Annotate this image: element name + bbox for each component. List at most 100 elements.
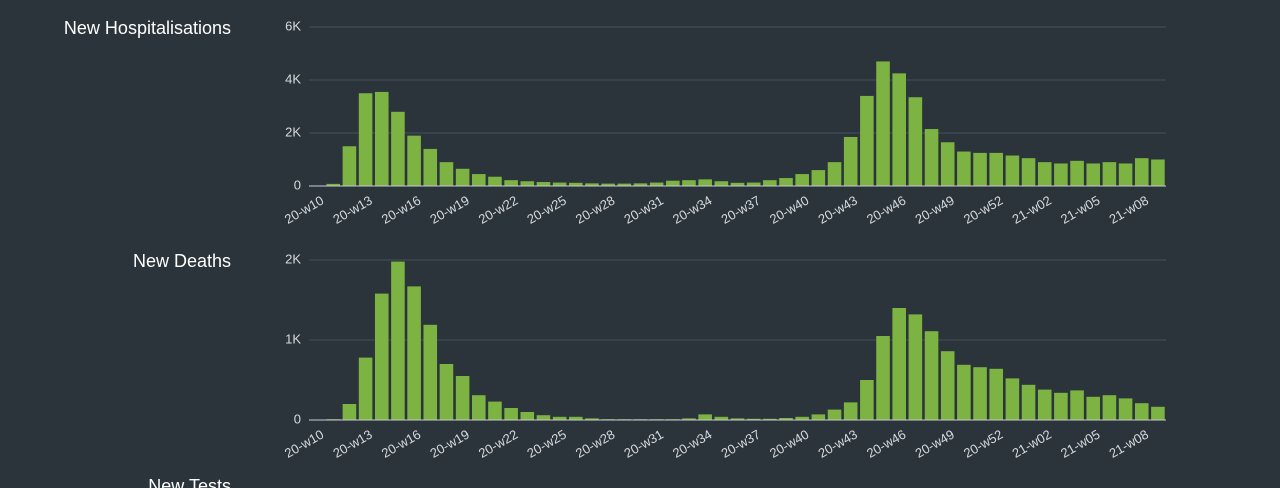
bar — [795, 174, 809, 186]
bar — [374, 293, 389, 420]
bar — [714, 416, 729, 420]
x-tick-label: 20-w52 — [961, 427, 1005, 461]
bar — [374, 91, 389, 186]
x-tick-label: 20-w28 — [573, 427, 617, 461]
bar — [569, 416, 583, 420]
bar — [682, 418, 696, 420]
x-tick-label: 20-w37 — [718, 193, 762, 227]
bar — [1054, 163, 1068, 186]
x-tick-label: 21-w08 — [1107, 427, 1151, 461]
bar — [827, 409, 842, 420]
bar — [892, 73, 906, 186]
y-tick-label: 0 — [294, 177, 301, 192]
bar — [763, 180, 777, 186]
bar — [924, 331, 939, 420]
bar — [1151, 159, 1165, 186]
bar — [1070, 160, 1084, 186]
bar — [342, 404, 357, 420]
bar — [682, 180, 696, 186]
section-title: New Tests — [148, 476, 231, 488]
x-tick-label: 20-w16 — [379, 193, 423, 227]
bar — [940, 351, 955, 420]
bar — [989, 152, 1004, 186]
bar — [1134, 158, 1149, 186]
bar — [1086, 396, 1101, 420]
bar — [471, 174, 486, 186]
bar — [455, 168, 470, 186]
bar — [908, 97, 923, 186]
bar — [520, 181, 535, 186]
x-tick-label: 20-w25 — [524, 427, 568, 461]
x-tick-label: 20-w10 — [282, 193, 326, 227]
bar — [633, 183, 648, 186]
bar — [908, 314, 923, 420]
x-tick-label: 20-w34 — [670, 427, 714, 461]
bar — [843, 136, 858, 186]
bar — [601, 183, 615, 186]
bar — [730, 418, 745, 420]
x-tick-label: 20-w43 — [815, 193, 859, 227]
bar — [714, 181, 729, 186]
bar — [763, 418, 777, 420]
bar — [843, 402, 858, 420]
bar — [827, 162, 842, 186]
bar — [520, 412, 535, 420]
bar — [504, 180, 518, 186]
bar — [746, 418, 761, 420]
x-tick-label: 21-w05 — [1058, 427, 1102, 461]
bar — [779, 418, 793, 420]
x-tick-label: 20-w40 — [767, 193, 811, 227]
bar — [391, 111, 405, 186]
x-tick-label: 20-w16 — [379, 427, 423, 461]
bar — [973, 152, 987, 186]
bar — [795, 416, 809, 420]
bar — [358, 357, 373, 420]
bar — [342, 146, 357, 186]
bar — [391, 261, 405, 420]
y-tick-label: 1K — [285, 331, 301, 346]
bar — [876, 61, 890, 187]
bar — [1102, 395, 1117, 420]
bar — [585, 418, 599, 420]
bar — [504, 408, 518, 420]
bar — [358, 93, 373, 186]
bar — [326, 183, 341, 186]
bar — [649, 182, 664, 186]
bar — [940, 142, 955, 186]
y-tick-label: 2K — [285, 251, 301, 266]
x-tick-label: 20-w10 — [282, 427, 326, 461]
x-tick-label: 21-w05 — [1058, 193, 1102, 227]
bar — [407, 286, 421, 420]
bar — [1021, 158, 1036, 186]
bar — [876, 336, 890, 420]
bar — [1118, 398, 1133, 420]
bar — [666, 180, 680, 186]
bar — [892, 308, 906, 420]
bar — [569, 182, 583, 186]
x-tick-label: 20-w22 — [476, 193, 520, 227]
bar — [1037, 162, 1052, 186]
bar — [552, 182, 567, 186]
bar — [1021, 384, 1036, 420]
bar — [423, 324, 438, 420]
bar — [924, 129, 939, 186]
y-tick-label: 0 — [294, 411, 301, 426]
bar — [617, 183, 632, 186]
bar — [730, 182, 745, 186]
x-tick-label: 20-w43 — [815, 427, 859, 461]
x-tick-label: 20-w28 — [573, 193, 617, 227]
x-tick-label: 20-w13 — [330, 193, 374, 227]
x-tick-label: 20-w31 — [621, 193, 665, 227]
x-tick-label: 21-w02 — [1010, 193, 1054, 227]
bar — [585, 183, 599, 186]
bar — [439, 364, 454, 420]
bar — [746, 182, 761, 186]
bar — [488, 176, 502, 186]
bar — [698, 179, 712, 186]
bar — [1037, 389, 1052, 420]
x-tick-label: 20-w49 — [912, 427, 956, 461]
bar — [471, 395, 486, 420]
bar — [698, 414, 712, 420]
bar — [989, 368, 1004, 420]
